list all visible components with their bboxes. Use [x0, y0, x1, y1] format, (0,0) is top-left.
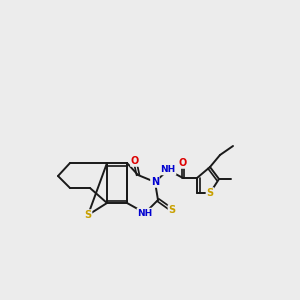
- Text: S: S: [168, 205, 175, 215]
- Text: N: N: [151, 177, 159, 187]
- Text: NH: NH: [137, 208, 153, 217]
- Text: NH: NH: [160, 166, 175, 175]
- Text: S: S: [206, 188, 214, 198]
- Text: S: S: [84, 210, 92, 220]
- Text: O: O: [131, 156, 139, 166]
- Text: O: O: [179, 158, 187, 168]
